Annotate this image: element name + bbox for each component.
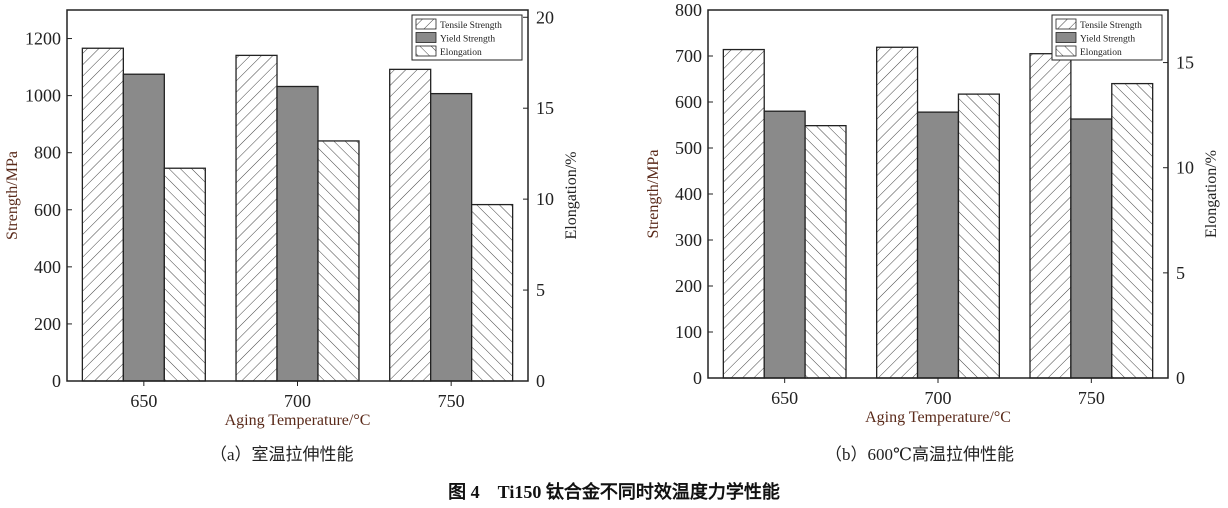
bar-yield-strength-700: [276, 85, 319, 382]
y-tick-label: 700: [675, 46, 702, 66]
legend-label: Yield Strength: [440, 35, 495, 45]
plot-frame: [66, 9, 529, 382]
legend-swatch: [415, 18, 437, 30]
legend-swatch: [415, 45, 437, 57]
legend-swatch: [1055, 32, 1077, 43]
bar-elongation-650: [163, 167, 206, 382]
x-tick-label: 700: [284, 391, 311, 411]
y-tick-label: 400: [34, 257, 61, 277]
bar-yield-strength-750: [1070, 118, 1113, 379]
y-axis-label: Strength/MPa: [4, 151, 21, 240]
x-tick-label: 650: [771, 388, 798, 408]
bar-tensile-strength-750: [389, 68, 432, 382]
y-tick-label: 1200: [25, 29, 61, 49]
caption-a: （a）室温拉伸性能: [210, 445, 354, 464]
y-tick-label: 500: [675, 138, 702, 158]
bar-tensile-strength-650: [81, 47, 124, 382]
bar-elongation-700: [957, 93, 1000, 379]
y-tick-label: 1000: [25, 86, 61, 106]
x-tick-label: 750: [438, 391, 465, 411]
figure-title: 图 4 Ti150 钛合金不同时效温度力学性能: [448, 482, 780, 502]
y-tick-label: 200: [675, 276, 702, 296]
y-right-tick-label: 0: [536, 371, 545, 391]
bar-elongation-750: [1111, 82, 1154, 379]
bar-elongation-750: [471, 203, 514, 382]
y-tick-label: 600: [34, 200, 61, 220]
y-tick-label: 800: [675, 0, 702, 20]
bar-yield-strength-750: [430, 92, 473, 382]
y-tick-label: 0: [693, 368, 702, 388]
y-right-tick-label: 20: [536, 7, 554, 27]
bar-tensile-strength-650: [722, 48, 765, 379]
x-axis-label: Aging Temperature/°C: [865, 409, 1011, 426]
bar-yield-strength-650: [763, 110, 806, 379]
legend-label: Elongation: [440, 48, 482, 58]
x-axis-label: Aging Temperature/°C: [225, 412, 371, 429]
legend-label: Yield Strength: [1080, 35, 1135, 45]
bar-tensile-strength-750: [1029, 53, 1072, 379]
figure-charts: 650 700 75002004006008001000120005101520Ag…: [4, 0, 1220, 429]
y-axis-label: Strength/MPa: [645, 150, 662, 239]
bar-elongation-650: [804, 125, 847, 379]
y-right-axis-label: Elongation/%: [1203, 150, 1220, 238]
y-tick-label: 0: [52, 371, 61, 391]
bar-yield-strength-700: [916, 111, 960, 379]
caption-b: （b）600℃高温拉伸性能: [825, 445, 1015, 464]
legend-label: Elongation: [1080, 48, 1122, 58]
x-tick-label: 750: [1078, 388, 1105, 408]
y-tick-label: 600: [675, 92, 702, 112]
y-right-tick-label: 15: [1176, 53, 1194, 73]
y-tick-label: 800: [34, 143, 61, 163]
x-tick-label: 700: [925, 388, 952, 408]
y-right-tick-label: 0: [1176, 368, 1185, 388]
y-right-tick-label: 15: [536, 98, 554, 118]
y-right-axis-label: Elongation/%: [563, 152, 580, 240]
y-tick-label: 100: [675, 322, 702, 342]
y-right-tick-label: 5: [536, 280, 545, 300]
legend-swatch: [1055, 18, 1077, 30]
y-tick-label: 400: [675, 184, 702, 204]
bar-tensile-strength-700: [235, 54, 278, 382]
y-right-tick-label: 10: [1176, 158, 1194, 178]
y-right-tick-label: 5: [1176, 263, 1185, 283]
x-tick-label: 650: [130, 391, 157, 411]
legend-swatch: [1055, 45, 1077, 57]
bar-tensile-strength-700: [876, 46, 919, 379]
y-tick-label: 300: [675, 230, 702, 250]
y-right-tick-label: 10: [536, 189, 554, 209]
legend-label: Tensile Strength: [1080, 21, 1142, 31]
bar-elongation-700: [317, 140, 360, 382]
legend-label: Tensile Strength: [440, 21, 502, 31]
y-tick-label: 200: [34, 314, 61, 334]
bar-yield-strength-650: [122, 73, 165, 382]
legend-swatch: [415, 32, 437, 43]
